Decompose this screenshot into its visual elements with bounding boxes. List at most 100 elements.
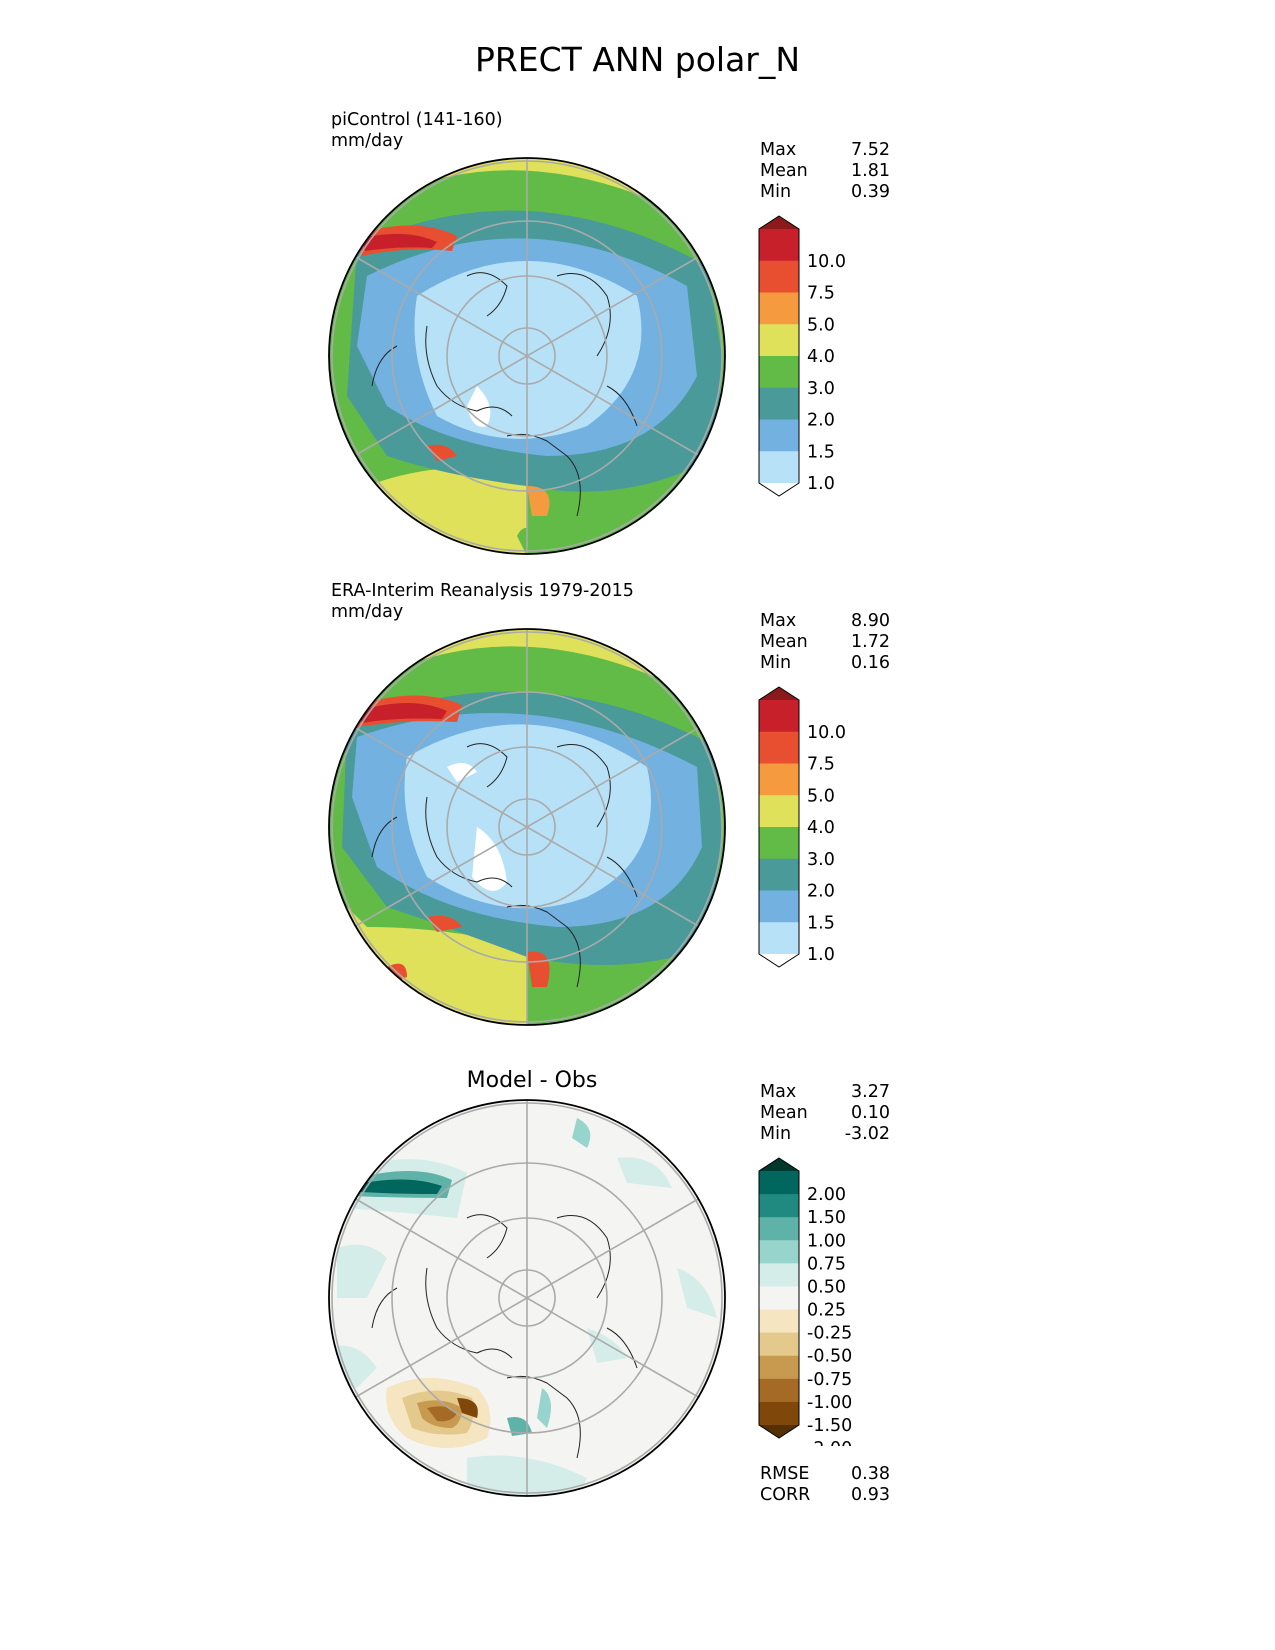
- panel3-extra-stats: RMSE 0.38 CORR 0.93: [760, 1464, 890, 1506]
- colorbar-tick-label: 1.50: [807, 1208, 846, 1228]
- colorbar-bin: [759, 483, 799, 496]
- colorbar-bin: [759, 292, 799, 325]
- colorbar-bin: [759, 1401, 799, 1426]
- stat-label: Mean: [760, 632, 808, 652]
- stat-row: Min 0.39: [760, 182, 890, 203]
- stat-row: RMSE 0.38: [760, 1464, 890, 1485]
- stat-value: 1.72: [851, 632, 890, 652]
- colorbar-bin: [759, 687, 799, 700]
- stat-label: Mean: [760, 161, 808, 181]
- stat-row: Max 3.27: [760, 1082, 890, 1103]
- panel2-stats: Max 8.90 Mean 1.72 Min 0.16: [760, 611, 890, 674]
- colorbar-tick-label: -1.50: [807, 1416, 852, 1436]
- panel2-map: [328, 628, 726, 1026]
- panel2-colorbar: 10.07.55.04.03.02.01.51.00.5: [758, 686, 846, 968]
- colorbar-bin: [759, 795, 799, 828]
- colorbar-bin: [759, 1332, 799, 1357]
- colorbar-bin: [759, 1194, 799, 1218]
- colorbar-tick-label: 0.25: [807, 1301, 846, 1321]
- colorbar-tick-label: 10.0: [807, 252, 846, 272]
- colorbar-bin: [759, 763, 799, 796]
- colorbar-outline: [758, 686, 800, 968]
- figure-title: PRECT ANN polar_N: [474, 40, 801, 79]
- colorbar-tick-label: -2.00: [807, 1439, 852, 1446]
- panel1-map: [328, 157, 726, 555]
- stat-value: -3.02: [844, 1124, 890, 1144]
- colorbar-tick-label: 0.50: [807, 1277, 846, 1297]
- panel1-title: piControl (141-160) mm/day: [331, 110, 503, 152]
- colorbar-tick-label: 3.0: [807, 850, 835, 870]
- colorbar-tick-label: -1.00: [807, 1393, 852, 1413]
- stat-row: Mean 0.10: [760, 1103, 890, 1124]
- stat-value: 0.16: [851, 653, 890, 673]
- stat-label: RMSE: [760, 1464, 810, 1484]
- colorbar-tick-label: 1.0: [807, 945, 835, 965]
- colorbar-bin: [759, 451, 799, 484]
- stat-label: Min: [760, 1124, 792, 1144]
- colorbar-tick-label: -0.50: [807, 1347, 852, 1367]
- colorbar-tick-label: -0.25: [807, 1324, 852, 1344]
- colorbar-tick-label: 2.0: [807, 882, 835, 902]
- colorbar-bin: [759, 827, 799, 860]
- colorbar-tick-label: 1.0: [807, 474, 835, 494]
- colorbar-tick-label: -0.75: [807, 1370, 852, 1390]
- panel2-title-line1: ERA-Interim Reanalysis 1979-2015: [331, 581, 634, 601]
- colorbar-bin: [759, 731, 799, 764]
- stat-row: CORR 0.93: [760, 1485, 890, 1506]
- colorbar-tick-label: 5.0: [807, 315, 835, 335]
- stat-value: 0.38: [851, 1464, 890, 1484]
- stat-row: Min 0.16: [760, 653, 890, 674]
- panel1-units: mm/day: [331, 131, 404, 151]
- colorbar-bin: [759, 1171, 799, 1195]
- colorbar-bin: [759, 356, 799, 389]
- stat-label: Max: [760, 1082, 797, 1102]
- panel3-colorbar: 2.00 1.50 1.00 0.75 0.50 0.25 -0.25 -0.50 -0.75 -…: [758, 1157, 852, 1446]
- colorbar-tick-label: 5.0: [807, 786, 835, 806]
- colorbar-bin: [759, 1158, 799, 1171]
- stat-label: Min: [760, 182, 792, 202]
- stat-label: Max: [760, 611, 797, 631]
- colorbar-tick-label: 1.00: [807, 1231, 846, 1251]
- stat-label: Mean: [760, 1103, 808, 1123]
- colorbar-bin: [759, 1286, 799, 1311]
- colorbar-tick-label: 0.75: [807, 1254, 846, 1274]
- colorbar-bin: [759, 1378, 799, 1403]
- colorbar-bin: [759, 324, 799, 357]
- stat-label: Min: [760, 653, 792, 673]
- colorbar-bin: [759, 1309, 799, 1334]
- colorbar-bin: [759, 1425, 799, 1438]
- stat-value: 3.27: [851, 1082, 890, 1102]
- colorbar-tick-label: 1.5: [807, 913, 835, 933]
- colorbar-tick-label: 2.0: [807, 411, 835, 431]
- stat-row: Max 7.52: [760, 140, 890, 161]
- panel2-title: ERA-Interim Reanalysis 1979-2015 mm/day: [331, 581, 634, 623]
- colorbar-bin: [759, 858, 799, 891]
- colorbar-bin: [759, 216, 799, 229]
- stat-label: CORR: [760, 1485, 811, 1505]
- colorbar-bin: [759, 1217, 799, 1241]
- stat-row: Max 8.90: [760, 611, 890, 632]
- colorbar-bin: [759, 1263, 799, 1287]
- stat-row: Min -3.02: [760, 1124, 890, 1145]
- colorbar-bin: [759, 700, 799, 733]
- colorbar-tick-label: 3.0: [807, 379, 835, 399]
- stat-value: 7.52: [851, 140, 890, 160]
- colorbar-tick-label: 7.5: [807, 284, 835, 304]
- colorbar-tick-label: 4.0: [807, 347, 835, 367]
- colorbar-tick-label: 7.5: [807, 755, 835, 775]
- stat-value: 1.81: [851, 161, 890, 181]
- panel3-map: [328, 1099, 726, 1497]
- stat-row: Mean 1.81: [760, 161, 890, 182]
- colorbar-tick-label: 2.00: [807, 1185, 846, 1205]
- colorbar-bin: [759, 260, 799, 293]
- stat-value: 0.93: [851, 1485, 890, 1505]
- panel2-units: mm/day: [331, 602, 404, 622]
- panel3-stats: Max 3.27 Mean 0.10 Min -3.02: [760, 1082, 890, 1145]
- panel3-title: Model - Obs: [466, 1068, 598, 1093]
- stat-value: 0.39: [851, 182, 890, 202]
- colorbar-bin: [759, 229, 799, 262]
- colorbar-bin: [759, 954, 799, 967]
- panel1-title-line1: piControl (141-160): [331, 110, 503, 130]
- stat-row: Mean 1.72: [760, 632, 890, 653]
- colorbar-bin: [759, 387, 799, 420]
